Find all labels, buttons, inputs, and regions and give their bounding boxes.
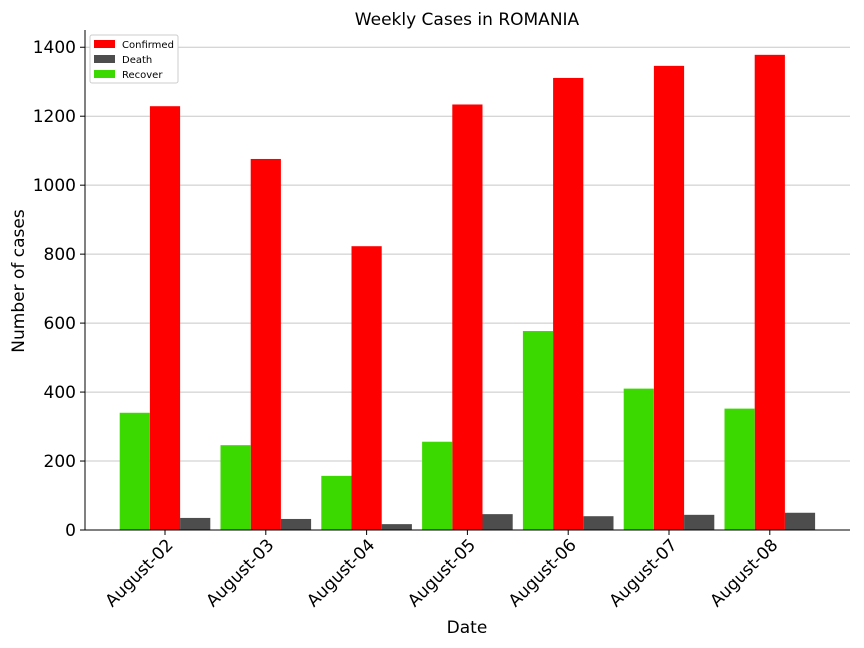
legend-swatch-death bbox=[94, 55, 115, 63]
y-tick-label: 800 bbox=[44, 245, 76, 265]
y-tick-label: 600 bbox=[44, 314, 76, 334]
bar-death-august-03 bbox=[280, 518, 312, 530]
y-tick-label: 200 bbox=[44, 452, 76, 472]
bar-death-august-02 bbox=[180, 517, 211, 530]
x-tick-label: August-07 bbox=[606, 535, 682, 611]
y-tick-label: 1400 bbox=[33, 38, 76, 58]
bar-death-august-06 bbox=[583, 516, 614, 530]
legend: Confirmed Death Recover bbox=[89, 34, 179, 84]
bar-recover-august-07 bbox=[623, 388, 654, 530]
bar-death-august-07 bbox=[684, 514, 715, 530]
legend-label-death: Death bbox=[122, 55, 152, 66]
bar-death-august-08 bbox=[784, 512, 816, 530]
bar-confirmed-august-03 bbox=[250, 158, 281, 530]
x-tick-label: August-05 bbox=[404, 535, 480, 611]
x-tick-label: August-04 bbox=[303, 535, 379, 611]
y-axis-label: Number of cases bbox=[9, 209, 29, 353]
bar-death-august-05 bbox=[482, 514, 513, 530]
y-tick-label: 1200 bbox=[33, 107, 76, 127]
bar-confirmed-august-04 bbox=[351, 246, 382, 530]
x-axis-label: Date bbox=[447, 618, 488, 638]
y-axis-ticks: 0 200 400 600 800 1000 1200 1400 bbox=[33, 38, 85, 541]
bar-death-august-04 bbox=[381, 524, 412, 530]
bar-confirmed-august-05 bbox=[452, 104, 483, 530]
legend-label-confirmed: Confirmed bbox=[122, 40, 174, 51]
bar-recover-august-05 bbox=[422, 441, 453, 530]
x-axis-ticks: August-02 August-03 August-04 August-05 Augu… bbox=[102, 530, 782, 611]
bar-recover-august-02 bbox=[119, 412, 150, 530]
bar-recover-august-08 bbox=[724, 408, 755, 530]
x-tick-label: August-03 bbox=[202, 535, 278, 611]
y-tick-label: 1000 bbox=[33, 176, 76, 196]
bar-confirmed-august-08 bbox=[754, 54, 785, 531]
legend-label-recover: Recover bbox=[122, 70, 163, 81]
bar-confirmed-august-02 bbox=[149, 106, 181, 530]
x-tick-label: August-06 bbox=[505, 535, 581, 611]
legend-swatch-recover bbox=[94, 70, 115, 78]
bar-confirmed-august-06 bbox=[553, 77, 584, 531]
bar-confirmed-august-07 bbox=[653, 65, 685, 531]
y-tick-label: 400 bbox=[44, 383, 76, 403]
y-tick-label: 0 bbox=[65, 521, 76, 541]
bar-recover-august-03 bbox=[220, 445, 251, 530]
bars bbox=[119, 54, 816, 531]
bar-recover-august-04 bbox=[321, 475, 352, 530]
x-tick-label: August-08 bbox=[706, 535, 782, 611]
x-tick-label: August-02 bbox=[102, 535, 178, 611]
legend-swatch-confirmed bbox=[94, 40, 115, 48]
chart-title: Weekly Cases in ROMANIA bbox=[355, 10, 580, 30]
bar-recover-august-06 bbox=[522, 331, 554, 530]
